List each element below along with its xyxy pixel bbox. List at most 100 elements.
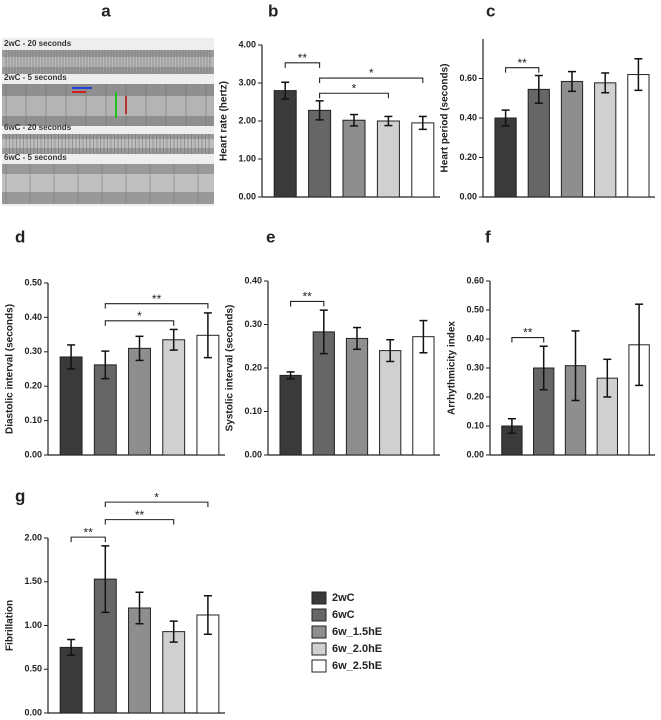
bar [59,356,83,456]
y-tick-label: 0.00 [24,449,42,459]
significance-bracket [104,303,209,309]
bar [342,119,366,198]
legend-swatch [311,642,327,656]
y-tick-label: 0.00 [466,449,484,459]
bar [411,122,435,198]
significance-bracket [319,77,424,84]
y-tick-label: 1.00 [24,620,42,630]
error-bar [568,70,576,93]
kymograph-band [2,96,214,116]
y-tick-label: 0.00 [459,191,477,201]
bar [379,350,402,456]
error-bar [353,326,361,351]
error-bar [635,303,644,387]
error-bar [384,115,393,127]
panel-label: d [15,227,25,246]
panel-label: c [486,1,495,20]
error-bar [67,344,76,370]
error-bar [501,109,510,127]
kymograph-band [2,174,214,192]
legend-label: 6w_2.0hE [332,643,382,655]
significance-bracket [104,501,209,508]
bar [594,82,617,198]
significance-label: ** [303,290,313,304]
y-tick-label: 0.40 [24,312,42,322]
bar [412,336,435,456]
error-bar [539,345,548,391]
y-tick-label: 0.60 [459,73,477,83]
error-bar [203,312,212,359]
y-tick-label: 2.00 [24,532,42,542]
y-tick-label: 0.30 [244,319,262,329]
error-bar [135,591,144,625]
y-tick-label: 0.50 [24,277,42,287]
y-tick-label: 2.00 [238,115,256,125]
y-axis-label: Arrhythmicity index [447,321,458,415]
error-bar [507,418,516,434]
significance-bracket [511,337,545,343]
panel-label: e [266,227,275,246]
y-tick-label: 0.20 [466,391,484,401]
bar [527,88,550,198]
legend-label: 6w_2.5hE [332,660,382,672]
significance-label: * [352,81,357,95]
significance-bracket [319,92,389,99]
y-axis-label: Systolic interval (seconds) [225,305,236,432]
panel-label: f [485,227,491,246]
bar [128,347,151,456]
y-tick-label: 0.10 [244,406,262,416]
significance-label: ** [518,56,528,70]
significance-bracket [505,67,540,73]
error-bar [603,358,612,398]
panel-label: a [101,1,111,20]
strip-label: 2wC - 20 seconds [4,39,72,48]
strip-label: 6wC - 5 seconds [4,153,67,162]
y-tick-label: 0.10 [24,415,42,425]
significance-label: ** [298,51,308,65]
y-tick-label: 0.40 [244,275,262,285]
y-tick-label: 0.30 [24,346,42,356]
significance-bracket [284,62,321,68]
legend-swatch [311,591,327,605]
y-tick-label: 0.40 [466,333,484,343]
bar [494,117,517,198]
y-tick-label: 0.10 [466,420,484,430]
error-bar [101,545,110,614]
bar [345,337,369,456]
y-tick-label: 0.00 [244,449,262,459]
bar [627,74,650,198]
y-tick-label: 0.20 [24,381,42,391]
y-tick-label: 1.00 [238,153,256,163]
kymograph-stripes [5,50,211,204]
y-tick-label: 0.50 [466,304,484,314]
error-bar [101,350,110,380]
significance-bracket [290,300,325,307]
significance-bracket [104,519,175,525]
error-bar [534,74,543,104]
y-tick-label: 0.40 [459,112,477,122]
y-axis-label: Fibrillation [5,600,16,651]
bar [162,339,186,456]
legend-swatch [311,659,327,673]
y-tick-label: 4.00 [238,39,256,49]
panel-label: g [15,486,25,505]
significance-bracket [104,320,175,326]
error-bar [135,335,144,362]
error-bar [281,81,290,100]
y-tick-label: 0.00 [238,191,256,201]
error-bar [319,309,328,355]
error-bar [418,115,427,131]
significance-label: ** [523,326,533,340]
error-bar [386,338,395,363]
error-bar [350,113,358,127]
kymograph-band [2,139,214,148]
y-axis-label: Diastolic interval (seconds) [5,304,16,434]
panel-label: b [268,1,278,20]
bar [376,120,400,198]
error-bar [315,100,324,121]
error-bar [286,371,295,380]
y-tick-label: 0.20 [244,362,262,372]
y-tick-label: 0.00 [24,707,42,717]
panel-a: a 2wC - 20 seconds 2wC - 5 seconds 6wC -… [2,1,214,206]
